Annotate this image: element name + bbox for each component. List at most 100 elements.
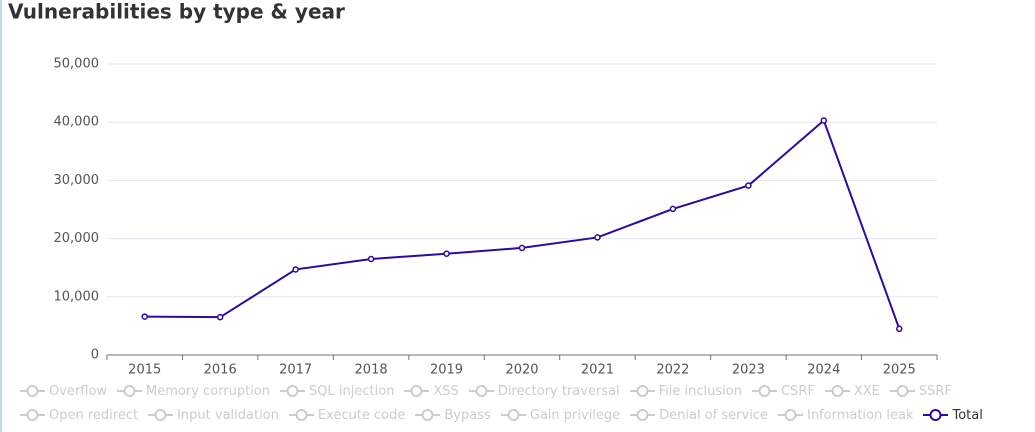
- legend-item[interactable]: Bypass: [415, 406, 491, 424]
- legend-marker: [286, 385, 299, 397]
- point: [518, 244, 526, 252]
- x-tick-label: 2015: [128, 363, 161, 378]
- legend-item[interactable]: Information leak: [777, 406, 914, 424]
- y-tick-label: 40,000: [54, 115, 100, 130]
- legend: Overflow Memory corruption SQL injection XS…: [20, 382, 1020, 424]
- point: [216, 313, 224, 321]
- legend-marker: [831, 385, 844, 397]
- legend-item[interactable]: SSRF: [889, 382, 952, 400]
- legend-label: Input validation: [177, 407, 279, 423]
- legend-item[interactable]: Open redirect: [20, 406, 138, 424]
- legend-icon: [777, 409, 803, 421]
- legend-label: Total: [952, 407, 983, 423]
- x-tick-label: 2021: [581, 363, 614, 378]
- legend-item[interactable]: Directory traversal: [468, 382, 620, 400]
- legend-icon: [288, 409, 314, 421]
- legend-label: Open redirect: [49, 407, 139, 423]
- legend-item[interactable]: XSS: [404, 382, 459, 400]
- x-tick-label: 2024: [807, 363, 840, 378]
- legend-label: Memory corruption: [146, 383, 271, 399]
- point: [594, 234, 601, 241]
- legend-icon: [415, 409, 441, 421]
- legend-marker: [26, 385, 39, 397]
- x-tick-label: 2025: [883, 363, 916, 378]
- legend-label: File inclusion: [658, 383, 742, 399]
- legend-marker: [507, 409, 520, 421]
- legend-item[interactable]: SQL injection: [280, 382, 394, 400]
- legend-label: SQL injection: [309, 383, 395, 399]
- legend-icon: [824, 385, 850, 397]
- legend-icon: [117, 385, 143, 397]
- legend-icon: [751, 385, 777, 397]
- point: [820, 117, 828, 124]
- x-tick-label: 2019: [430, 363, 463, 378]
- y-tick-label: 30,000: [54, 173, 100, 188]
- legend-label: XXE: [853, 383, 880, 399]
- legend-marker: [758, 385, 771, 397]
- line: [144, 118, 901, 330]
- legend-item[interactable]: XXE: [824, 382, 880, 400]
- x-tick-label: 2018: [355, 363, 388, 378]
- point: [292, 266, 299, 273]
- legend-item[interactable]: Total: [923, 406, 983, 424]
- x-tick-label: 2016: [204, 363, 237, 378]
- point: [141, 313, 148, 320]
- legend-label: Overflow: [49, 383, 108, 399]
- legend-item[interactable]: Overflow: [20, 382, 107, 400]
- y-tick-label: 50,000: [54, 57, 100, 72]
- legend-item[interactable]: Denial of service: [630, 406, 768, 424]
- point: [745, 182, 752, 189]
- legend-icon: [500, 409, 526, 421]
- legend-marker: [475, 385, 488, 397]
- chart-title: Vulnerabilities by type & year: [8, 0, 345, 24]
- legend-label: CSRF: [780, 383, 815, 399]
- legend-marker: [123, 385, 136, 397]
- legend-marker: [784, 409, 797, 421]
- legend-item[interactable]: Input validation: [148, 406, 279, 424]
- legend-icon: [923, 409, 949, 421]
- legend-item[interactable]: Memory corruption: [117, 382, 270, 400]
- legend-marker: [636, 409, 649, 421]
- legend-marker: [154, 409, 167, 421]
- legend-icon: [468, 385, 494, 397]
- legend-item[interactable]: File inclusion: [629, 382, 742, 400]
- legend-marker: [421, 409, 434, 421]
- legend-item[interactable]: Execute code: [288, 406, 406, 424]
- legend-label: Information leak: [806, 407, 914, 423]
- legend-label: SSRF: [918, 383, 952, 399]
- legend-marker: [896, 385, 909, 397]
- legend-icon: [889, 385, 915, 397]
- legend-marker: [410, 385, 423, 397]
- x-tick-label: 2020: [505, 363, 538, 378]
- y-tick-label: 20,000: [54, 231, 100, 246]
- point: [896, 325, 903, 333]
- legend-marker: [295, 409, 308, 421]
- legend-icon: [280, 385, 306, 397]
- legend-icon: [629, 385, 655, 397]
- legend-label: Directory traversal: [497, 383, 620, 399]
- legend-item[interactable]: Gain privilege: [500, 406, 621, 424]
- y-tick-label: 0: [91, 348, 99, 363]
- legend-label: Gain privilege: [529, 407, 621, 423]
- x-tick-label: 2022: [656, 363, 689, 378]
- legend-marker: [636, 385, 649, 397]
- point: [669, 205, 677, 213]
- y-tick-label: 10,000: [54, 289, 100, 304]
- legend-label: Bypass: [444, 407, 491, 423]
- legend-label: Denial of service: [659, 407, 768, 423]
- legend-icon: [148, 409, 174, 421]
- legend-marker: [929, 409, 942, 421]
- legend-label: Execute code: [317, 407, 406, 423]
- point: [443, 250, 450, 257]
- legend-icon: [20, 385, 45, 397]
- legend-icon: [404, 385, 430, 397]
- x-tick-label: 2017: [279, 363, 312, 378]
- x-tick-label: 2023: [732, 363, 765, 378]
- legend-icon: [630, 409, 656, 421]
- point: [367, 255, 375, 263]
- legend-item[interactable]: CSRF: [751, 382, 815, 400]
- legend-icon: [20, 409, 45, 421]
- legend-marker: [26, 409, 39, 421]
